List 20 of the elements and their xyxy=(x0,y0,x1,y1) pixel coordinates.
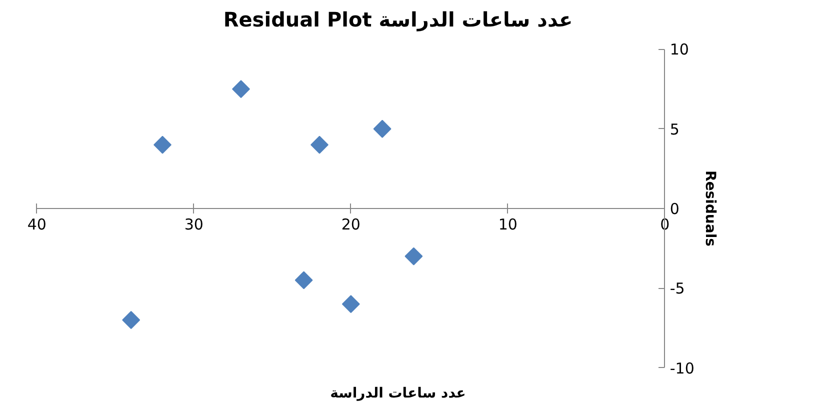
point xyxy=(122,310,140,329)
y-tick-label: 10 xyxy=(670,40,689,59)
x-tick-label: 40 xyxy=(27,216,46,234)
point xyxy=(294,271,313,290)
x-tick-label: 30 xyxy=(184,216,204,234)
y-axis-title: Residuals xyxy=(702,170,718,246)
x-tick-label: 10 xyxy=(498,216,518,234)
point xyxy=(404,247,423,266)
x-axis-title: عدد ساعات الدراسة xyxy=(330,386,466,402)
y-tick-label: 0 xyxy=(670,200,680,218)
point xyxy=(342,295,360,314)
x-tick-label: 20 xyxy=(341,216,360,234)
point xyxy=(232,80,250,98)
y-tick-label: -5 xyxy=(670,280,685,298)
point xyxy=(373,120,392,138)
point xyxy=(154,136,172,154)
point xyxy=(310,136,328,154)
chart-title: Residual Plot عدد ساعات الدراسة xyxy=(223,8,573,32)
y-tick-label: 5 xyxy=(670,120,680,138)
y-tick-label: -10 xyxy=(670,359,694,378)
